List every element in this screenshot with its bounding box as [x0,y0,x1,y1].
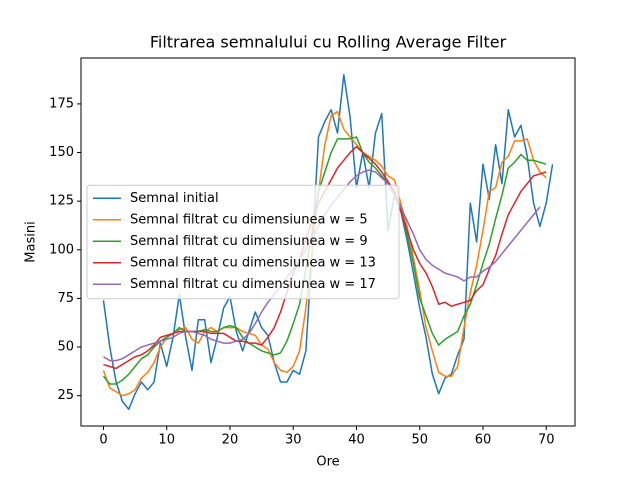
x-tick-label: 30 [285,433,302,448]
x-tick-label: 70 [538,433,555,448]
x-tick-label: 0 [99,433,107,448]
axes-frame [80,57,576,427]
x-tick-label: 20 [222,433,239,448]
data-line [102,73,554,411]
y-tick-label: 25 [57,388,74,403]
legend-label: Semnal filtrat cu dimensiunea w = 17 [130,277,376,292]
y-tick-label: 175 [49,96,74,111]
x-tick-label: 40 [348,433,365,448]
y-tick-label: 50 [57,340,74,355]
y-tick-label: 150 [49,145,74,160]
y-axis-label: Masini [24,221,39,262]
legend-label: Semnal initial [130,191,219,206]
x-axis-label: Ore [316,455,339,470]
y-tick-label: 100 [49,242,74,257]
legend-label: Semnal filtrat cu dimensiunea w = 13 [130,255,376,270]
legend-label: Semnal filtrat cu dimensiunea w = 5 [130,212,368,227]
x-tick-label: 10 [158,433,175,448]
x-tick-label: 50 [411,433,428,448]
legend-label: Semnal filtrat cu dimensiunea w = 9 [130,234,368,249]
y-tick-label: 125 [49,194,74,209]
chart-title: Filtrarea semnalului cu Rolling Average … [150,33,507,52]
y-tick-label: 75 [57,291,74,306]
data-line [102,110,547,397]
x-tick-label: 60 [475,433,492,448]
legend-box [86,184,400,300]
